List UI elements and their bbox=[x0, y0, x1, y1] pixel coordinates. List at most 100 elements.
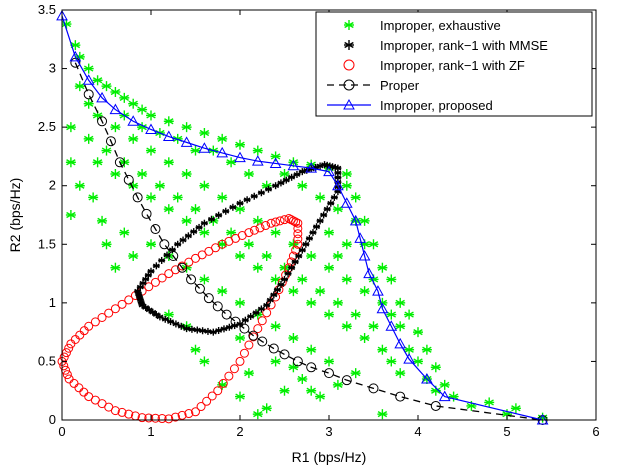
exhaustive-point bbox=[359, 286, 370, 297]
mmse-point bbox=[247, 312, 255, 320]
zf-point bbox=[266, 218, 276, 228]
exhaustive-point bbox=[350, 309, 361, 320]
proposed-point bbox=[127, 115, 140, 126]
proposed-point bbox=[323, 165, 335, 177]
exhaustive-point bbox=[190, 344, 201, 355]
proposed-point bbox=[340, 197, 353, 208]
exhaustive-point bbox=[368, 239, 379, 250]
exhaustive-point bbox=[235, 251, 245, 261]
proper-point bbox=[279, 349, 290, 360]
mmse-point bbox=[208, 215, 216, 223]
exhaustive-point bbox=[359, 215, 370, 226]
mmse-point bbox=[264, 185, 272, 193]
mmse-point bbox=[200, 219, 208, 227]
x-tick-label: 5 bbox=[503, 424, 510, 439]
zf-point bbox=[124, 295, 134, 305]
exhaustive-point bbox=[386, 274, 397, 285]
exhaustive-point bbox=[181, 169, 192, 179]
zf-point bbox=[150, 277, 160, 287]
exhaustive-point bbox=[92, 75, 103, 86]
proposed-point bbox=[358, 249, 371, 261]
exhaustive-point bbox=[368, 321, 379, 332]
zf-point bbox=[244, 340, 254, 350]
zf-point bbox=[291, 217, 301, 227]
exhaustive-point bbox=[217, 192, 228, 203]
proper-point bbox=[177, 262, 188, 273]
exhaustive-point bbox=[341, 180, 352, 191]
mmse-point bbox=[236, 199, 244, 207]
exhaustive-point bbox=[270, 356, 281, 367]
exhaustive-point bbox=[146, 192, 156, 203]
mmse-point bbox=[323, 205, 331, 213]
y-tick-label: 2 bbox=[49, 178, 56, 193]
zf-point bbox=[293, 218, 303, 228]
proposed-point bbox=[421, 372, 433, 384]
legend-label: Improper, rank−1 with ZF bbox=[380, 58, 525, 73]
zf-point bbox=[293, 234, 303, 244]
exhaustive-point bbox=[199, 227, 210, 238]
exhaustive-point bbox=[421, 344, 432, 355]
exhaustive-point bbox=[341, 321, 352, 332]
exhaustive-point bbox=[172, 192, 183, 203]
exhaustive-point bbox=[350, 192, 361, 203]
exhaustive-point bbox=[190, 145, 201, 156]
proper-point bbox=[150, 224, 161, 235]
zf-point bbox=[253, 324, 263, 334]
exhaustive-point bbox=[395, 297, 406, 308]
exhaustive-point bbox=[386, 309, 397, 320]
x-axis-label: R1 (bps/Hz) bbox=[292, 449, 367, 465]
zf-point bbox=[293, 239, 303, 249]
exhaustive-point bbox=[243, 169, 254, 179]
mmse-point bbox=[288, 264, 296, 272]
exhaustive-point bbox=[377, 409, 388, 420]
exhaustive-point bbox=[199, 180, 210, 191]
exhaustive-point bbox=[101, 239, 112, 250]
proper-point bbox=[212, 301, 223, 312]
y-tick-label: 1.5 bbox=[38, 236, 56, 251]
exhaustive-point bbox=[341, 169, 352, 179]
exhaustive-point bbox=[252, 145, 263, 156]
zf-point bbox=[144, 282, 154, 292]
zf-point bbox=[90, 317, 100, 327]
x-tick-label: 3 bbox=[325, 424, 332, 439]
proposed-point bbox=[69, 50, 82, 62]
exhaustive-point bbox=[101, 145, 112, 156]
exhaustive-point bbox=[306, 251, 317, 261]
exhaustive-point bbox=[297, 274, 308, 285]
proposed-point bbox=[354, 232, 366, 243]
proposed-point bbox=[287, 159, 300, 171]
exhaustive-point bbox=[110, 169, 121, 179]
proposed-point bbox=[180, 136, 193, 147]
x-tick-label: 0 bbox=[58, 424, 65, 439]
proper-point bbox=[141, 208, 152, 219]
proper-point bbox=[324, 368, 334, 379]
zf-point bbox=[202, 396, 212, 406]
exhaustive-point bbox=[288, 333, 299, 343]
mmse-point bbox=[277, 179, 285, 187]
proposed-point bbox=[216, 146, 229, 158]
mmse-point bbox=[135, 290, 143, 298]
proposed-line bbox=[61, 15, 543, 421]
zf-point bbox=[104, 308, 114, 318]
legend-marker-exhaustive bbox=[344, 20, 354, 30]
y-tick-label: 0.5 bbox=[38, 353, 56, 368]
exhaustive-point bbox=[306, 385, 317, 396]
exhaustive-point bbox=[243, 368, 254, 379]
exhaustive-point bbox=[341, 274, 352, 285]
proper-point bbox=[194, 283, 205, 294]
exhaustive-point bbox=[377, 344, 388, 355]
mmse-point bbox=[199, 327, 207, 335]
exhaustive-point bbox=[235, 333, 245, 343]
exhaustive-point bbox=[279, 385, 290, 396]
mmse-point bbox=[298, 246, 306, 254]
exhaustive-point bbox=[190, 204, 201, 215]
mmse-point bbox=[152, 262, 160, 270]
exhaustive-point bbox=[110, 87, 121, 97]
exhaustive-point bbox=[270, 227, 281, 238]
exhaustive-point bbox=[65, 210, 76, 220]
exhaustive-point bbox=[235, 297, 245, 308]
proposed-point bbox=[332, 179, 344, 191]
zf-point bbox=[261, 221, 271, 231]
exhaustive-point bbox=[350, 368, 361, 379]
